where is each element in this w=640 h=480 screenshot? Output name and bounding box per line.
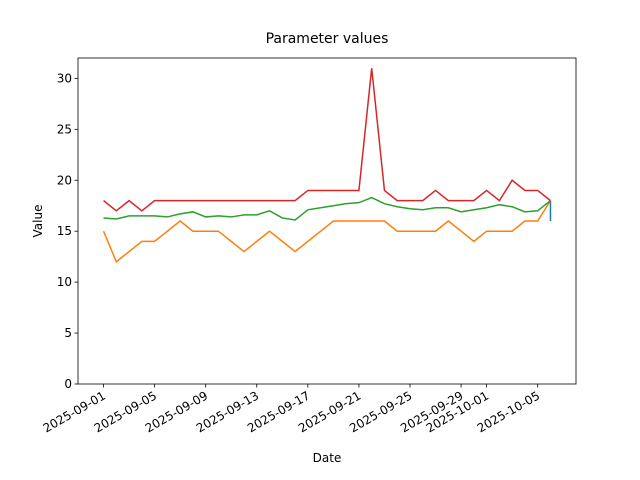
y-tick-label: 15 <box>57 224 72 238</box>
data-line <box>103 68 551 212</box>
plot-frame <box>77 57 577 385</box>
data-line <box>103 196 551 221</box>
y-tick-label: 20 <box>57 173 72 187</box>
chart-title: Parameter values <box>266 31 389 47</box>
y-axis-label: Value <box>31 205 45 238</box>
x-axis-label: Date <box>313 451 342 465</box>
y-tick-label: 25 <box>57 122 72 136</box>
y-tick-label: 5 <box>64 326 72 340</box>
y-tick-label: 30 <box>57 71 72 85</box>
data-line <box>102 200 552 263</box>
y-tick-label: 0 <box>64 377 72 391</box>
y-tick-label: 10 <box>57 275 72 289</box>
